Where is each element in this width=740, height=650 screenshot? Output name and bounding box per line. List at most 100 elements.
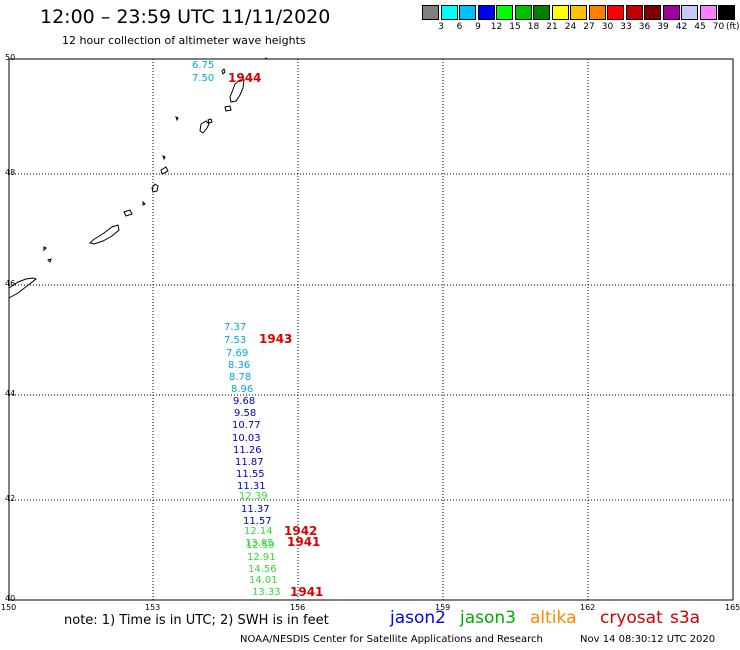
island-outline [43,246,47,252]
satellite-jason3: jason3 [460,608,516,628]
legend-swatch [718,5,735,20]
pass-time-label: 1943 [259,332,292,346]
lat-label: 44 [5,389,15,398]
legend-swatch [533,5,550,20]
island-outline [207,118,213,124]
island-outline [47,258,52,263]
swh-value: 8.96 [231,384,253,395]
legend-swatch [644,5,661,20]
swh-value: 9.68 [233,396,255,407]
pass-time-label: 1941 [287,535,320,549]
legend-label: 30 [601,22,614,32]
footer-agency: NOAA/NESDIS Center for Satellite Applica… [240,634,543,645]
lon-label: 159 [435,603,450,612]
island-outline [229,79,245,103]
lat-label: 48 [5,168,15,177]
swh-value: 11.37 [241,504,270,515]
island-outline [142,200,146,206]
legend-swatch [570,5,587,20]
legend-swatch [440,5,458,20]
swh-value: 8.36 [228,360,250,371]
legend-label: 6 [456,22,463,32]
island-outline [199,120,210,134]
swh-value: 11.55 [236,469,265,480]
island-outline [162,155,166,161]
legend-label: 18 [527,22,540,32]
legend-label: 27 [583,22,595,32]
satellite-jason2: jason2 [390,608,446,628]
map-frame [8,58,734,601]
legend-swatch [699,5,717,20]
legend-swatch [422,5,439,20]
swh-value: 13.85 [245,538,274,549]
lon-label: 165 [725,603,740,612]
legend-swatch [514,5,532,20]
lat-label: 42 [5,494,15,503]
note-text: note: 1) Time is in UTC; 2) SWH is in fe… [64,613,329,628]
satellite-cryosat: cryosat [600,608,663,628]
swh-value: 11.26 [233,445,262,456]
page-subtitle: 12 hour collection of altimeter wave hei… [62,34,306,47]
altimeter-tracks: 6.75 7.50 7.37 7.53 7.698.368.788.969.689.58… [192,60,323,599]
longitude-labels: 150 153 156 159 162 165 [1,603,740,612]
legend-swatch [496,5,513,20]
satellite-s3a: s3a [670,608,701,628]
swh-value: 14.01 [249,575,278,586]
latitude-labels: 50 48 46 44 42 40 [5,53,15,603]
legend-swatch [681,5,698,20]
page-title: 12:00 – 23:59 UTC 11/11/2020 [40,6,331,28]
legend-swatch [551,5,569,20]
pass-time-label: 1944 [228,71,261,85]
lon-label: 156 [290,603,305,612]
satellite-altika: altika [530,608,577,628]
swh-value: 7.37 [224,322,246,333]
pass-time-label: 1942 [284,524,317,538]
footer-timestamp: Nov 14 08:30:12 UTC 2020 [580,634,716,645]
swh-value: 11.87 [235,457,264,468]
lat-lon-grid [9,59,733,600]
lat-label: 50 [5,53,15,62]
swh-value: 7.69 [226,348,248,359]
island-outline [151,183,159,193]
legend-label: 15 [509,22,521,32]
legend-label: 12 [490,22,503,32]
island-outline [221,68,226,75]
swh-value: 12.14 [244,526,273,537]
legend-unit: (ft) [726,22,740,32]
legend-label: 70 [712,22,725,32]
legend-label: 9 [475,22,481,32]
island-outline [160,166,169,175]
legend-swatch [459,5,476,20]
legend-swatch [625,5,643,20]
swh-value: 6.75 [192,60,214,71]
legend-label: 3 [438,22,444,32]
lat-label: 40 [5,594,15,603]
swh-value: 8.78 [229,372,251,383]
swh-value: 12.59 [246,540,275,551]
island-outline [264,57,269,60]
legend-label: 21 [546,22,558,32]
coastline [8,57,269,299]
swh-value: 10.77 [232,420,261,431]
swh-value: 7.50 [192,73,214,84]
lat-label: 46 [5,279,15,288]
island-outline [224,105,232,112]
swh-value: 14.56 [248,564,277,575]
swh-value: 11.57 [243,516,272,527]
legend-label: 42 [675,22,688,32]
lon-label: 153 [145,603,160,612]
legend-label: 33 [620,22,632,32]
swh-value: 9.58 [234,408,256,419]
legend-swatch [607,5,624,20]
legend-label: 45 [694,22,706,32]
legend-swatch [662,5,680,20]
island-outline [89,224,120,245]
swh-value: 11.31 [237,481,266,492]
legend-swatch [477,5,495,20]
swh-value: 10.03 [232,433,261,444]
lon-label: 162 [580,603,595,612]
island-outline [123,209,133,217]
swh-value: 12.91 [247,552,276,563]
pass-time-label: 1941 [290,585,323,599]
